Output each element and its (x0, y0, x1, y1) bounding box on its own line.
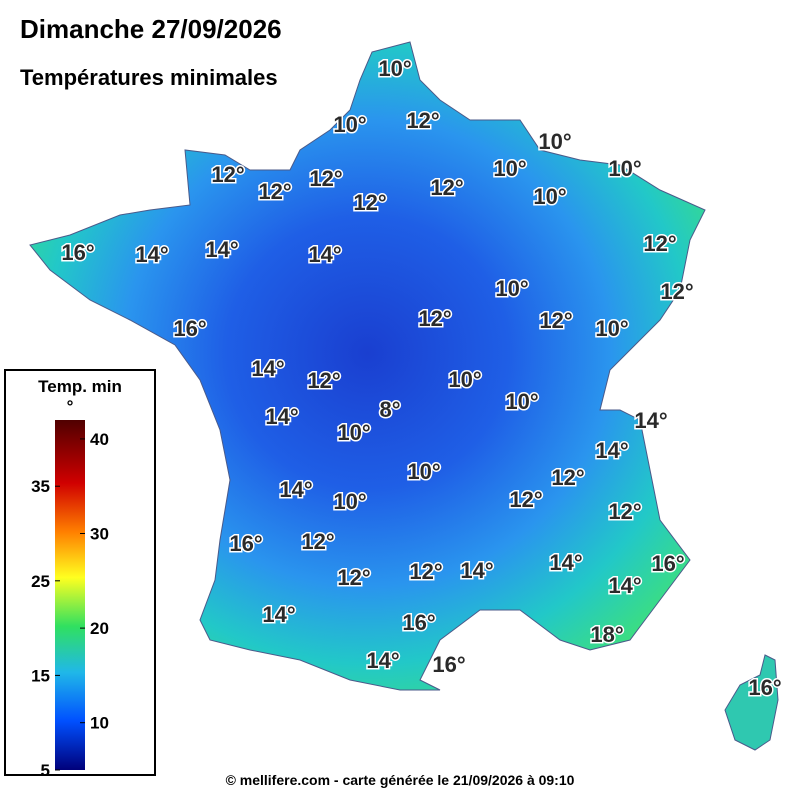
temperature-label: 12° (211, 162, 244, 187)
temperature-label: 12° (337, 565, 370, 590)
map-title: Dimanche 27/09/2026 (20, 14, 282, 44)
temperature-label: 12° (643, 231, 676, 256)
temperature-label: 12° (430, 175, 463, 200)
temperature-label: 12° (551, 465, 584, 490)
temperature-label: 14° (262, 602, 295, 627)
temperature-label: 14° (265, 404, 298, 429)
map-subtitle: Températures minimales (20, 65, 278, 90)
temperature-label: 14° (251, 356, 284, 381)
temperature-label: 10° (333, 112, 366, 137)
temperature-label: 16° (61, 240, 94, 265)
temperature-label: 14° (634, 408, 667, 433)
temperature-label: 12° (418, 306, 451, 331)
temperature-label: 14° (366, 648, 399, 673)
tick-label: 40 (90, 430, 109, 449)
temperature-label: 10° (595, 316, 628, 341)
france-map (29, 41, 706, 691)
footer: © mellifere.com - carte générée le 21/09… (226, 772, 575, 788)
temperature-label: 8° (379, 397, 400, 422)
temperature-label: 12° (509, 487, 542, 512)
tick-label: 25 (31, 572, 50, 591)
temperature-label: 12° (406, 108, 439, 133)
temperature-label: 14° (608, 573, 641, 598)
tick-label: 10 (90, 714, 109, 733)
temperature-label: 14° (205, 237, 238, 262)
temperature-label: 10° (337, 420, 370, 445)
temperature-label: 12° (608, 499, 641, 524)
temperature-label: 10° (333, 489, 366, 514)
temperature-label: 12° (539, 308, 572, 333)
corsica-map (724, 654, 779, 751)
temperature-label: 12° (309, 166, 342, 191)
temperature-label: 10° (495, 276, 528, 301)
legend-title: Temp. min (38, 377, 122, 396)
temperature-label: 12° (353, 190, 386, 215)
temperature-label: 14° (549, 550, 582, 575)
temperature-label: 10° (448, 367, 481, 392)
temperature-label: 10° (533, 184, 566, 209)
temperature-label: 10° (493, 156, 526, 181)
temperature-label: 16° (432, 652, 465, 677)
temperature-label: 10° (378, 56, 411, 81)
temperature-label: 14° (308, 242, 341, 267)
temperature-label: 10° (505, 389, 538, 414)
legend-unit: ° (67, 397, 74, 416)
temperature-label: 16° (748, 675, 781, 700)
temperature-label: 14° (279, 477, 312, 502)
tick-label: 15 (31, 666, 50, 685)
temperature-label: 16° (173, 316, 206, 341)
color-scale (55, 420, 85, 770)
temperature-label: 12° (307, 368, 340, 393)
temperature-label: 14° (460, 558, 493, 583)
temperature-label: 16° (229, 531, 262, 556)
temperature-label: 10° (538, 129, 571, 154)
temperature-label: 12° (409, 559, 442, 584)
tick-label: 35 (31, 477, 50, 496)
temperature-label: 12° (301, 529, 334, 554)
temperature-label: 18° (590, 622, 623, 647)
temperature-label: 10° (407, 459, 440, 484)
temperature-label: 12° (660, 279, 693, 304)
temperature-label: 16° (651, 551, 684, 576)
tick-label: 20 (90, 619, 109, 638)
tick-label: 30 (90, 525, 109, 544)
temperature-label: 14° (595, 438, 628, 463)
temperature-label: 16° (402, 610, 435, 635)
temperature-label: 14° (135, 242, 168, 267)
temperature-label: 12° (258, 179, 291, 204)
tick-label: 5 (41, 761, 50, 780)
temperature-label: 10° (608, 156, 641, 181)
